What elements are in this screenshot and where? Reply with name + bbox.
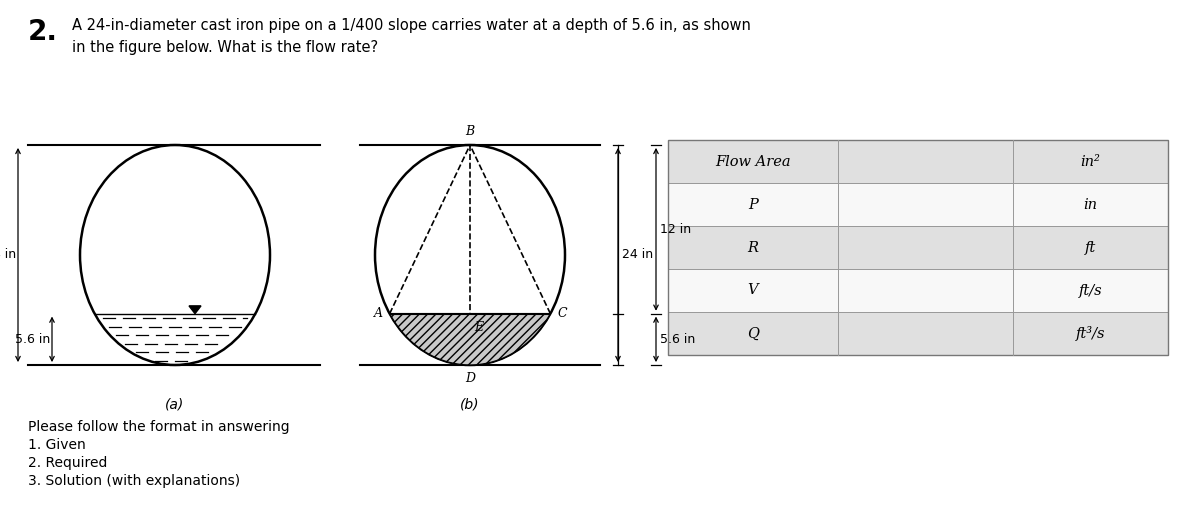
Text: Flow Area: Flow Area: [715, 155, 791, 168]
Text: 3. Solution (with explanations): 3. Solution (with explanations): [28, 474, 241, 488]
Text: in²: in²: [1081, 155, 1100, 168]
Bar: [668, 312, 1168, 355]
Text: E: E: [474, 321, 484, 334]
Text: 24 in: 24 in: [622, 248, 654, 262]
Text: ft³/s: ft³/s: [1076, 326, 1105, 341]
Text: 5.6 in: 5.6 in: [660, 333, 695, 346]
Text: 24 in: 24 in: [0, 248, 16, 262]
Text: 5.6 in: 5.6 in: [14, 333, 50, 346]
Polygon shape: [189, 306, 201, 314]
Bar: [668, 226, 1168, 269]
Text: 2.: 2.: [28, 18, 57, 46]
Text: V: V: [748, 284, 759, 297]
Text: ft/s: ft/s: [1078, 284, 1102, 297]
Text: 12 in: 12 in: [660, 223, 691, 236]
Text: in: in: [1083, 197, 1098, 212]
Text: Please follow the format in answering: Please follow the format in answering: [28, 420, 290, 434]
Text: B: B: [466, 125, 474, 138]
Bar: [668, 140, 1168, 355]
Text: P: P: [748, 197, 758, 212]
Text: A 24-in-diameter cast iron pipe on a 1/400 slope carries water at a depth of 5.6: A 24-in-diameter cast iron pipe on a 1/4…: [72, 18, 751, 54]
Text: C: C: [558, 307, 567, 320]
Text: (a): (a): [165, 398, 184, 412]
Text: A: A: [373, 307, 383, 320]
Polygon shape: [390, 314, 551, 365]
Text: 1. Given: 1. Given: [28, 438, 86, 452]
Text: D: D: [464, 372, 475, 385]
Text: ft: ft: [1084, 240, 1096, 254]
Bar: [668, 269, 1168, 312]
Bar: [668, 140, 1168, 183]
Text: Q: Q: [747, 326, 759, 341]
Text: 2. Required: 2. Required: [28, 456, 108, 470]
Bar: [668, 183, 1168, 226]
Text: (b): (b): [461, 398, 480, 412]
Text: R: R: [747, 240, 759, 254]
